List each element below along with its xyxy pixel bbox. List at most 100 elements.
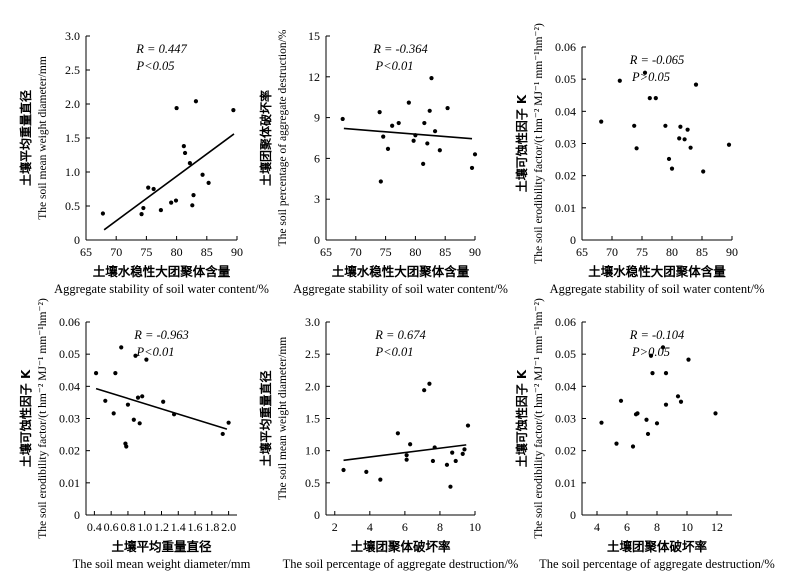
y-tick-label: 0.01 bbox=[555, 201, 576, 215]
chart-panel-3: 65 70 75 80 85 90 0 0.01 0.02 0.03 0.04 0.05 0.06 R =… bbox=[514, 23, 764, 296]
x-tick-label: 10 bbox=[681, 520, 693, 534]
data-point bbox=[682, 137, 687, 142]
y-tick-label: 1.5 bbox=[65, 131, 80, 145]
y-tick-label: 0.01 bbox=[555, 476, 576, 490]
y-axis-label-cn: 土壤可蚀性因子 K bbox=[18, 369, 33, 467]
data-point bbox=[413, 133, 418, 138]
y-tick-label: 12 bbox=[308, 70, 320, 84]
r-value-label: R = 0.674 bbox=[374, 328, 425, 342]
data-point bbox=[444, 462, 450, 467]
y-tick-label: 0.5 bbox=[305, 476, 320, 490]
regression-line bbox=[103, 133, 235, 231]
y-tick-label: 0 bbox=[570, 233, 576, 247]
y-tick-label: 0.02 bbox=[555, 169, 576, 183]
regression-line bbox=[95, 387, 228, 430]
data-point bbox=[381, 134, 386, 139]
x-tick-label: 65 bbox=[320, 245, 332, 259]
data-point bbox=[161, 399, 166, 404]
x-tick-label: 65 bbox=[576, 245, 588, 259]
data-point bbox=[644, 417, 649, 422]
data-point bbox=[663, 371, 669, 376]
y-tick-label: 0 bbox=[74, 508, 80, 522]
x-tick-label: 70 bbox=[110, 245, 122, 259]
x-axis-label-en: The soil percentage of aggregate destruc… bbox=[539, 557, 775, 571]
data-point bbox=[693, 82, 699, 87]
data-point bbox=[688, 145, 693, 150]
data-point bbox=[462, 447, 467, 452]
data-point bbox=[427, 108, 432, 113]
r-value-label: R = -0.104 bbox=[629, 328, 685, 342]
data-point bbox=[445, 105, 450, 111]
data-point bbox=[726, 142, 732, 147]
x-tick-label: 0.6 bbox=[104, 520, 119, 534]
y-tick-label: 0.06 bbox=[555, 315, 576, 329]
regression-line bbox=[343, 444, 467, 462]
data-point bbox=[171, 412, 177, 417]
data-point bbox=[151, 186, 156, 192]
data-point bbox=[396, 120, 401, 126]
x-tick-label: 0.4 bbox=[87, 520, 102, 534]
x-tick-label: 80 bbox=[666, 245, 678, 259]
x-tick-label: 8 bbox=[654, 520, 660, 534]
data-point bbox=[377, 110, 382, 115]
data-point bbox=[174, 105, 179, 111]
y-axis-label-cn: 土壤可蚀性因子 K bbox=[514, 369, 529, 467]
regression-line bbox=[343, 127, 473, 140]
y-tick-label: 3 bbox=[314, 192, 320, 206]
data-point bbox=[618, 398, 624, 403]
y-axis-label-cn: 土壤平均重量直径 bbox=[258, 370, 273, 466]
x-tick-label: 85 bbox=[439, 245, 451, 259]
data-point bbox=[642, 70, 648, 75]
data-point bbox=[385, 146, 391, 151]
x-tick-label: 65 bbox=[80, 245, 92, 259]
x-tick-label: 1.6 bbox=[188, 520, 203, 534]
data-point bbox=[465, 423, 471, 428]
data-point bbox=[364, 469, 369, 474]
data-point bbox=[429, 76, 434, 81]
data-point bbox=[660, 345, 666, 350]
x-tick-label: 6 bbox=[402, 520, 408, 534]
data-point bbox=[135, 395, 141, 400]
data-point bbox=[395, 431, 400, 436]
data-point bbox=[187, 161, 192, 166]
data-point bbox=[226, 420, 231, 425]
y-tick-label: 2.0 bbox=[305, 379, 320, 393]
data-point bbox=[654, 421, 660, 426]
data-point bbox=[390, 123, 395, 128]
y-tick-label: 0.02 bbox=[555, 444, 576, 458]
r-value-label: R = -0.963 bbox=[133, 328, 189, 342]
data-point bbox=[647, 96, 652, 101]
y-tick-label: 2.0 bbox=[65, 97, 80, 111]
chart-panel-6: 4 6 8 10 12 0 0.01 0.02 0.03 0.04 0.05 0.06 R = -0.1… bbox=[514, 298, 775, 571]
y-tick-label: 6 bbox=[314, 151, 320, 165]
y-axis-label-en: The soil erodibility factor/(t hm⁻² MJ⁻¹… bbox=[533, 298, 545, 539]
y-axis-label-en: The soil percentage of aggregate destruc… bbox=[277, 29, 289, 246]
x-axis-label-cn: 土壤水稳性大团聚体含量 bbox=[588, 264, 726, 279]
x-tick-label: 10 bbox=[469, 520, 481, 534]
x-tick-label: 6 bbox=[624, 520, 630, 534]
y-tick-label: 0.02 bbox=[59, 444, 80, 458]
x-tick-label: 80 bbox=[171, 245, 183, 259]
data-point bbox=[453, 458, 458, 464]
x-axis-label-cn: 土壤平均重量直径 bbox=[111, 539, 212, 554]
y-tick-label: 0.03 bbox=[555, 137, 576, 151]
x-tick-label: 0.8 bbox=[120, 520, 135, 534]
y-tick-label: 0 bbox=[74, 233, 80, 247]
x-tick-label: 75 bbox=[636, 245, 648, 259]
x-tick-label: 1.8 bbox=[204, 520, 219, 534]
data-point bbox=[650, 371, 655, 376]
data-point bbox=[144, 357, 149, 362]
data-point bbox=[378, 179, 383, 184]
y-tick-label: 1.5 bbox=[305, 412, 320, 426]
data-point bbox=[173, 198, 179, 203]
y-tick-label: 1.0 bbox=[65, 165, 80, 179]
y-tick-label: 0 bbox=[570, 508, 576, 522]
data-point bbox=[437, 148, 442, 153]
data-point bbox=[378, 477, 383, 482]
data-point bbox=[141, 205, 146, 211]
data-point bbox=[124, 444, 129, 449]
y-axis-label-en: The soil erodibility factor/(t hm⁻² MJ⁻¹… bbox=[37, 298, 49, 539]
chart-panel-5: 2 4 6 8 10 0 0.5 1.0 1.5 2.0 2.5 3.0 R = 0.674 P<0.01… bbox=[258, 315, 518, 571]
data-point bbox=[131, 417, 136, 422]
y-tick-label: 0.01 bbox=[59, 476, 80, 490]
